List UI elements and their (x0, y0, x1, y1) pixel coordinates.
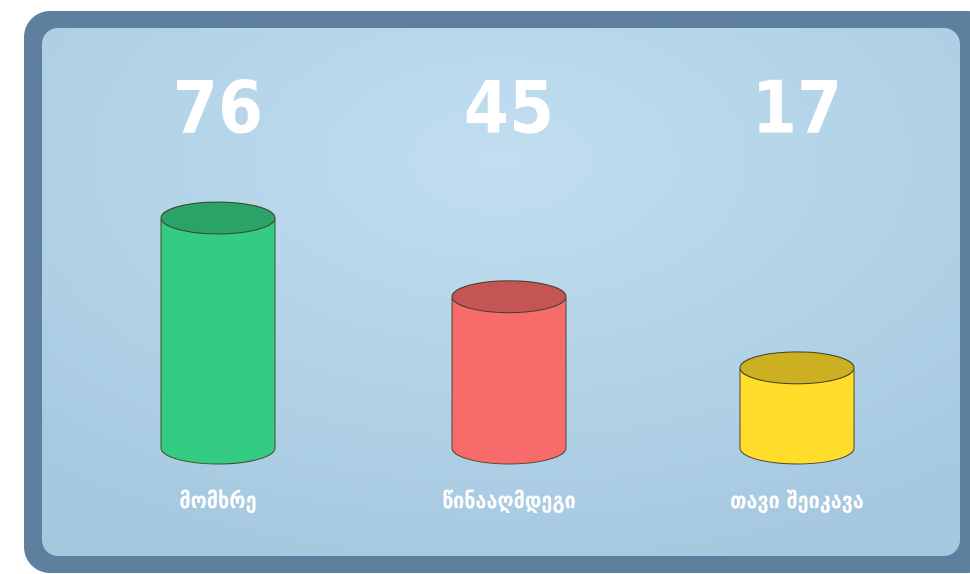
cylinder-top-shade (740, 351, 854, 384)
category-label: წინააღმდეგი (442, 489, 576, 514)
value-label: 76 (173, 66, 263, 150)
cylinder-top-shade (452, 280, 566, 313)
cylinder-top (451, 280, 567, 314)
bar (452, 296, 566, 448)
cylinder-top (160, 201, 276, 235)
category-label: მომხრე (179, 489, 256, 514)
bar (161, 217, 275, 448)
cylinder-top (739, 351, 855, 385)
category-label: თავი შეიკავა (730, 489, 864, 514)
value-label: 17 (752, 66, 842, 150)
value-label: 45 (464, 66, 554, 150)
cylinder-top-shade (161, 201, 275, 234)
